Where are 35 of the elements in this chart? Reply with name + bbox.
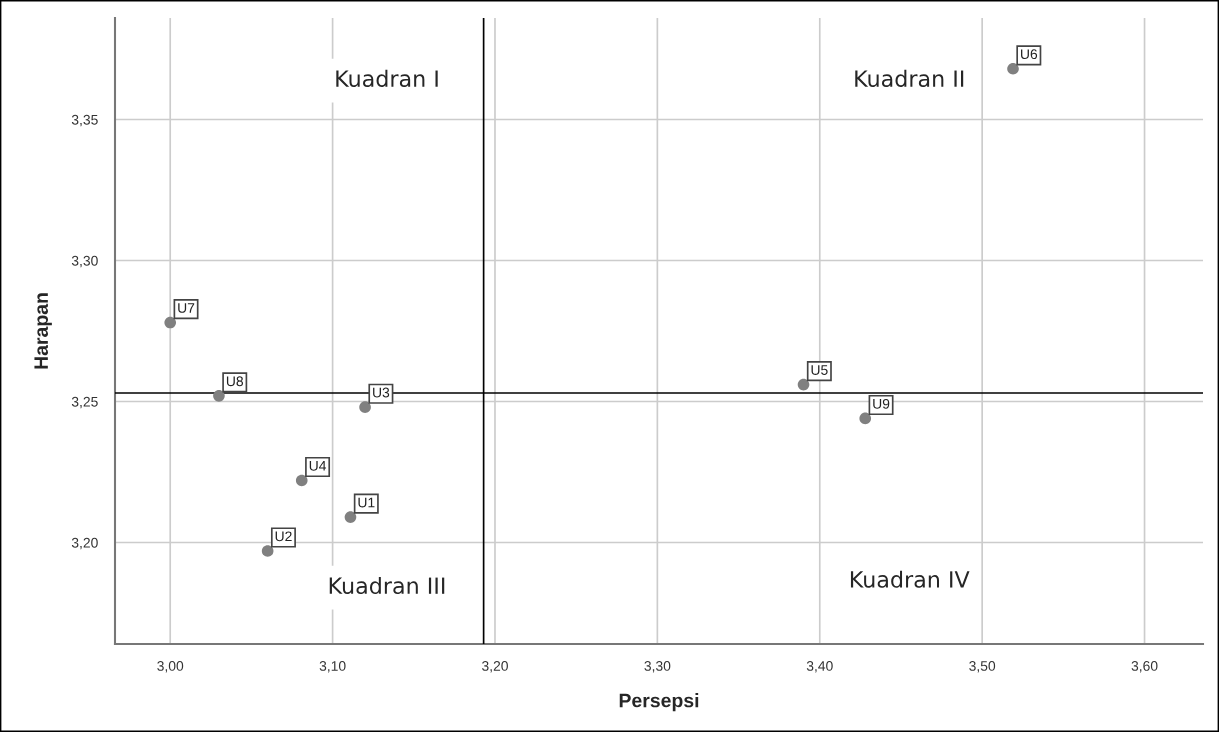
point bbox=[1007, 62, 1019, 75]
x-tick-label: 3,20 bbox=[482, 661, 508, 673]
y-tick-label: 3,25 bbox=[71, 396, 98, 409]
point bbox=[359, 401, 371, 413]
annotation: U1 bbox=[358, 497, 375, 508]
y-tick-label: 3,35 bbox=[71, 114, 98, 127]
annotation: U2 bbox=[275, 531, 292, 542]
point bbox=[295, 474, 308, 487]
point bbox=[261, 545, 274, 557]
x-tick-label: 3,60 bbox=[1131, 661, 1158, 673]
point bbox=[797, 378, 810, 391]
annotation: Kuadran II bbox=[855, 69, 964, 88]
x-tick-label: 3,10 bbox=[319, 661, 346, 673]
annotation: U3 bbox=[373, 387, 390, 398]
point bbox=[344, 511, 357, 523]
point bbox=[213, 390, 225, 402]
annotation: U6 bbox=[1021, 49, 1038, 60]
annotation: Kuadran III bbox=[329, 576, 445, 595]
y-tick-label: 3,20 bbox=[71, 537, 98, 550]
x-tick-label: 3,40 bbox=[806, 661, 833, 673]
annotation: Kuadran IV bbox=[850, 570, 970, 588]
x-tick-label: 3,50 bbox=[969, 661, 996, 673]
x-tick-label: 3,00 bbox=[157, 661, 184, 673]
point bbox=[164, 316, 177, 329]
y-axis-title: Harapan bbox=[34, 293, 52, 369]
annotation: U4 bbox=[309, 461, 327, 471]
annotation: Kuadran I bbox=[336, 69, 438, 88]
annotation: U8 bbox=[226, 376, 244, 387]
y-tick-label: 3,30 bbox=[71, 255, 98, 268]
point bbox=[859, 412, 872, 425]
x-axis-title: Persepsi bbox=[619, 693, 699, 712]
annotation: U5 bbox=[811, 365, 828, 375]
annotation: U9 bbox=[873, 398, 890, 409]
annotation: U7 bbox=[178, 303, 195, 313]
x-tick-label: 3,30 bbox=[644, 661, 671, 673]
